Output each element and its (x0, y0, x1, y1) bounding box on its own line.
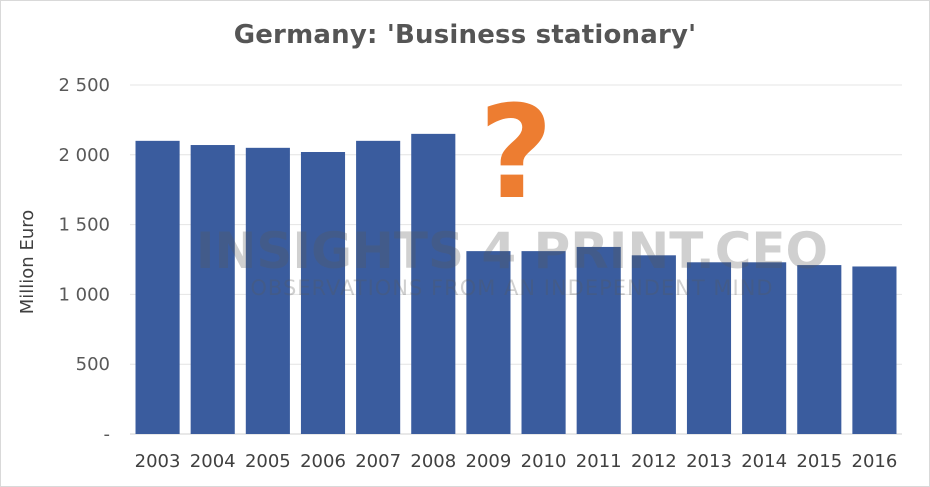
y-tick-label: 2 500 (58, 75, 110, 96)
bar-2006 (300, 152, 346, 434)
x-tick-label: 2005 (245, 451, 291, 472)
bar-2014 (742, 262, 787, 434)
x-tick-label: 2007 (355, 451, 401, 472)
x-tick-label: 2003 (135, 451, 181, 472)
bars (135, 133, 897, 435)
x-tick-label: 2004 (190, 451, 236, 472)
bar-2003 (135, 140, 180, 434)
chart-title: Germany: 'Business stationary' (233, 20, 697, 50)
bar-2015 (797, 265, 842, 434)
x-tick-label: 2006 (300, 451, 346, 472)
y-axis-ticks: - 500 1 000 1 500 2 000 2 500 (58, 75, 110, 445)
watermark: INSIGHTS 4 PRINT.CEO OBSERVATIONS FROM A… (196, 222, 828, 300)
y-tick-label: - (104, 424, 111, 445)
x-tick-label: 2011 (576, 451, 622, 472)
question-mark-annotation: ? (479, 79, 553, 228)
bar-2012 (631, 255, 676, 434)
y-axis-label: Million Euro (17, 210, 38, 314)
bar-2013 (686, 262, 732, 434)
x-tick-label: 2016 (852, 451, 898, 472)
bar-2010 (521, 251, 566, 434)
x-tick-label: 2010 (521, 451, 567, 472)
watermark-title: INSIGHTS 4 PRINT.CEO (196, 222, 828, 280)
bar-2008 (411, 133, 456, 435)
y-tick-label: 1 500 (58, 215, 110, 236)
y-tick-label: 500 (76, 354, 110, 375)
y-tick-label: 1 000 (58, 284, 110, 305)
x-tick-label: 2014 (741, 451, 787, 472)
x-tick-label: 2009 (466, 451, 512, 472)
x-tick-label: 2008 (410, 451, 456, 472)
x-tick-label: 2012 (631, 451, 677, 472)
bar-2004 (190, 145, 235, 434)
x-axis-ticks: 2003 2004 2005 2006 2007 2008 2009 2010 2011 2012… (135, 451, 898, 472)
bar-2016 (852, 266, 897, 434)
bar-2007 (356, 140, 401, 434)
x-tick-label: 2013 (686, 451, 732, 472)
y-tick-label: 2 000 (58, 145, 110, 166)
x-tick-label: 2015 (796, 451, 842, 472)
bar-2011 (576, 246, 621, 434)
bar-2005 (245, 147, 290, 434)
watermark-subtitle: OBSERVATIONS FROM AN INDEPENDENT MIND (250, 276, 773, 300)
bar-2009 (466, 251, 511, 434)
